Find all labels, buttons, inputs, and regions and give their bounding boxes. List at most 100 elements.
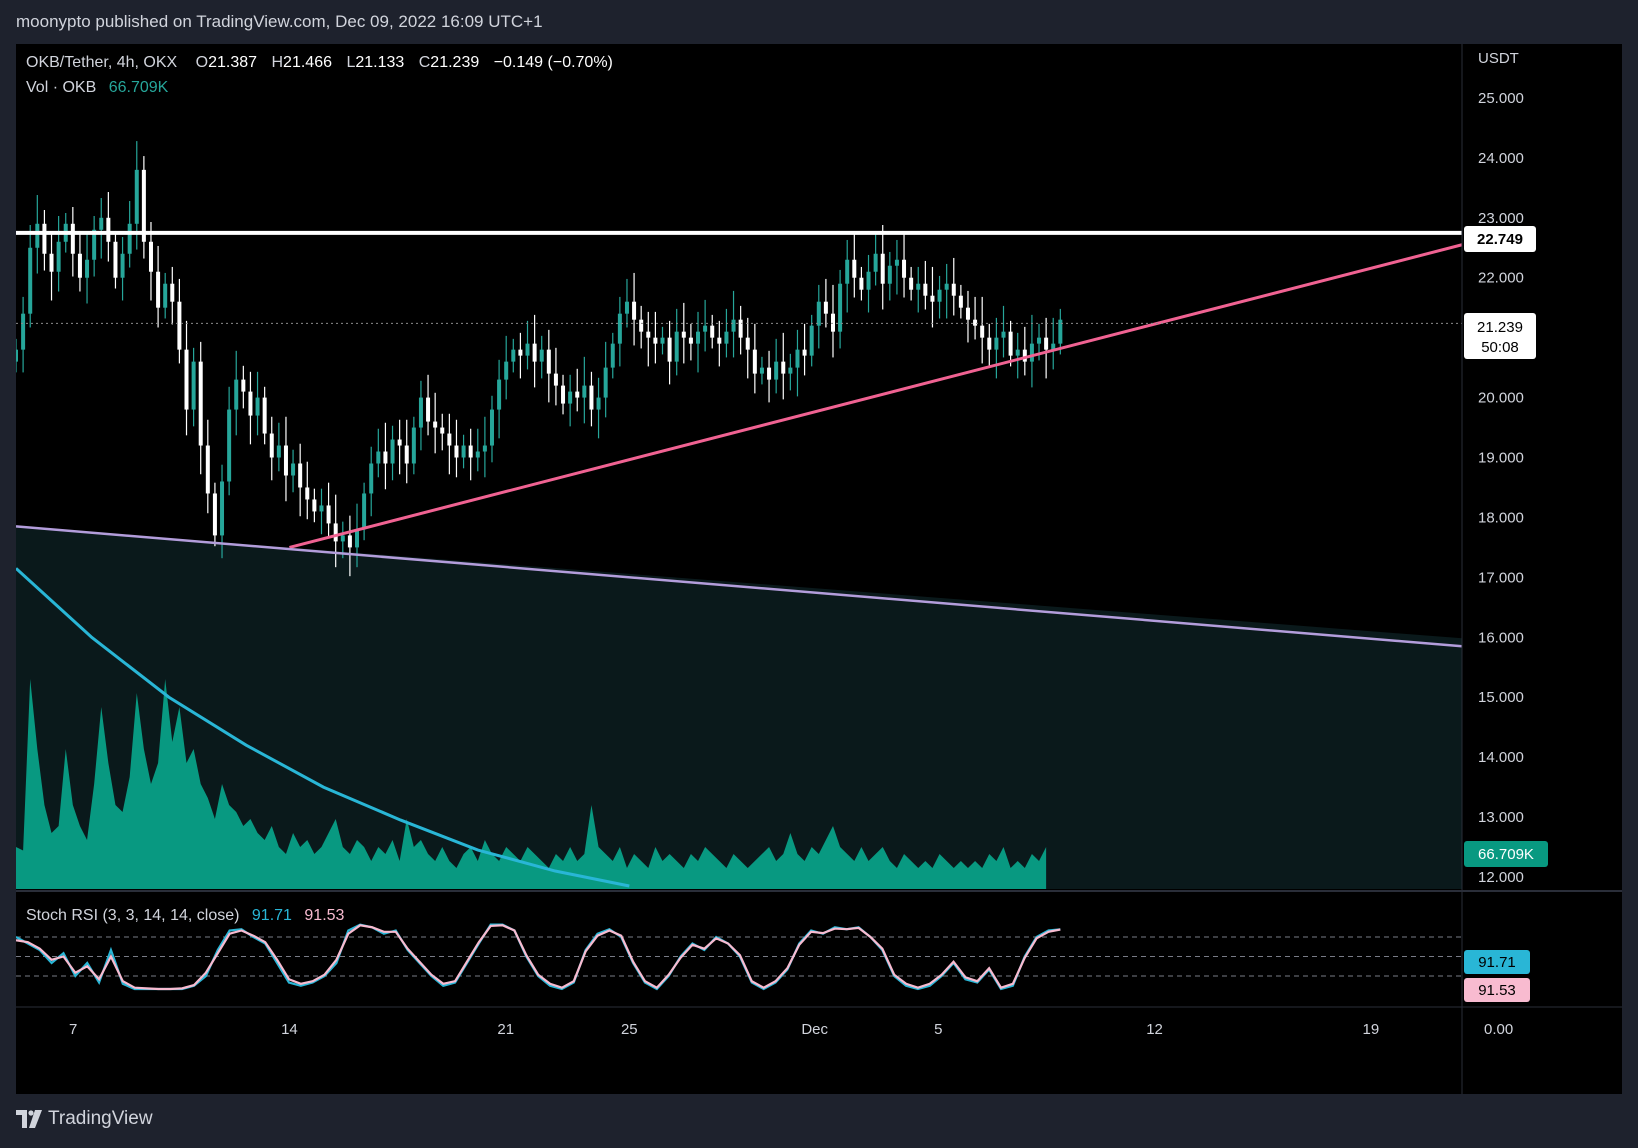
candle-body <box>859 277 864 290</box>
candle-body <box>35 223 40 248</box>
candle-body <box>283 445 288 476</box>
candle-body <box>21 313 26 350</box>
candle-body <box>830 313 835 332</box>
stoch-k-tag-label: 91.71 <box>1478 954 1516 971</box>
candle-body <box>525 343 530 356</box>
candle-body <box>212 493 217 536</box>
symbol-name: OKB/Tether, 4h, OKX <box>26 54 178 71</box>
candle-body <box>383 451 388 464</box>
candle-body <box>390 439 395 464</box>
candle-body <box>326 505 331 524</box>
price-tick-label: 25.000 <box>1478 90 1524 107</box>
candle-body <box>582 385 587 398</box>
rising-support-trendline[interactable] <box>289 243 1463 549</box>
volume-legend: Vol · OKB 66.709K <box>26 79 169 96</box>
tradingview-logo[interactable]: TradingView <box>16 1108 153 1130</box>
candle-body <box>745 337 750 350</box>
publisher-bar: moonypto published on TradingView.com, D… <box>0 0 1638 44</box>
candle-body <box>660 337 665 344</box>
candle-body <box>724 331 729 344</box>
candle-body <box>56 241 61 272</box>
candle-body <box>220 481 225 536</box>
price-tick-label: 13.000 <box>1478 809 1524 826</box>
candle-body <box>418 397 423 428</box>
candle-body <box>973 319 978 326</box>
stoch-k-tag: 91.71 <box>1464 950 1530 974</box>
candle-body <box>170 283 175 302</box>
resistance-tag-bg <box>1464 226 1536 252</box>
symbol-legend: OKB/Tether, 4h, OKX O21.387 H21.466 L21.… <box>26 54 613 71</box>
time-axis[interactable]: 7 14 21 25 Dec 5 12 19 <box>69 1021 1379 1038</box>
candle-body <box>248 391 253 416</box>
candle-body <box>902 259 907 278</box>
volume-legend-value: 66.709K <box>109 79 169 96</box>
candle-body <box>994 337 999 350</box>
candle-body <box>497 379 502 410</box>
candle-body <box>106 217 111 242</box>
time-tick-label: 25 <box>621 1021 638 1038</box>
price-tick-label: 22.000 <box>1478 270 1524 287</box>
candle-body <box>148 241 153 272</box>
candle-body <box>177 301 182 350</box>
candle-body <box>880 253 885 284</box>
candle-body <box>809 325 814 356</box>
time-tick-label: 21 <box>497 1021 514 1038</box>
price-tick-label: 12.000 <box>1478 869 1524 886</box>
candle-body <box>688 337 693 344</box>
last-price-tag: 21.239 50:08 <box>1464 313 1536 359</box>
candle-body <box>227 409 232 482</box>
stoch-d-tag-label: 91.53 <box>1478 982 1516 999</box>
candle-body <box>1001 331 1006 338</box>
candle-body <box>241 379 246 392</box>
candle-body <box>355 529 360 548</box>
candle-body <box>49 253 54 272</box>
time-tick-label: 7 <box>69 1021 77 1038</box>
open-value: 21.387 <box>208 54 257 71</box>
descending-curve[interactable] <box>14 567 630 888</box>
candle-body <box>852 259 857 278</box>
candle-body <box>454 445 459 458</box>
candle-body <box>447 433 452 446</box>
candle-body <box>411 427 416 464</box>
chart-svg[interactable]: 25.00024.00023.00022.00021.00020.00019.0… <box>14 44 1622 1094</box>
candle-body <box>312 499 317 512</box>
candle-body <box>873 253 878 272</box>
candle-body <box>255 397 260 416</box>
candle-body <box>944 283 949 290</box>
candle-body <box>646 331 651 338</box>
price-tick-label: 24.000 <box>1478 150 1524 167</box>
candle-body <box>127 223 132 254</box>
candle-body <box>965 307 970 320</box>
stoch-legend: Stoch RSI (3, 3, 14, 14, close) 91.71 91… <box>26 907 345 924</box>
candle-body <box>894 259 899 266</box>
candle-body <box>1044 337 1049 350</box>
long-descending-trendline[interactable] <box>15 525 1463 648</box>
candle-body <box>923 283 928 296</box>
candle-body <box>433 421 438 428</box>
stoch-k-tag-bg <box>1464 950 1530 974</box>
candle-body <box>134 169 139 224</box>
candle-body <box>482 445 487 452</box>
close-label: C <box>419 54 431 71</box>
candle-body <box>532 343 537 362</box>
open-label: O <box>196 54 208 71</box>
candle-body <box>468 445 473 458</box>
candle-body <box>92 229 97 260</box>
candle-body <box>262 397 267 434</box>
candle-body <box>951 283 956 296</box>
tradingview-logo-text: TradingView <box>48 1108 153 1129</box>
candle-body <box>816 301 821 326</box>
publisher-text: moonypto published on TradingView.com, D… <box>16 12 543 31</box>
footer-bar: TradingView <box>0 1094 1638 1148</box>
candle-body <box>42 223 47 254</box>
last-price-label: 21.239 <box>1477 319 1523 336</box>
change-value: −0.149 (−0.70%) <box>494 54 613 71</box>
stoch-legend-d: 91.53 <box>304 907 344 924</box>
candle-body <box>269 433 274 458</box>
chart-area[interactable]: 25.00024.00023.00022.00021.00020.00019.0… <box>14 44 1622 1094</box>
candle-body <box>916 283 921 290</box>
time-tick-label: 19 <box>1363 1021 1380 1038</box>
candle-body <box>681 331 686 338</box>
price-tick-label: 16.000 <box>1478 629 1524 646</box>
candle-body <box>653 337 658 344</box>
